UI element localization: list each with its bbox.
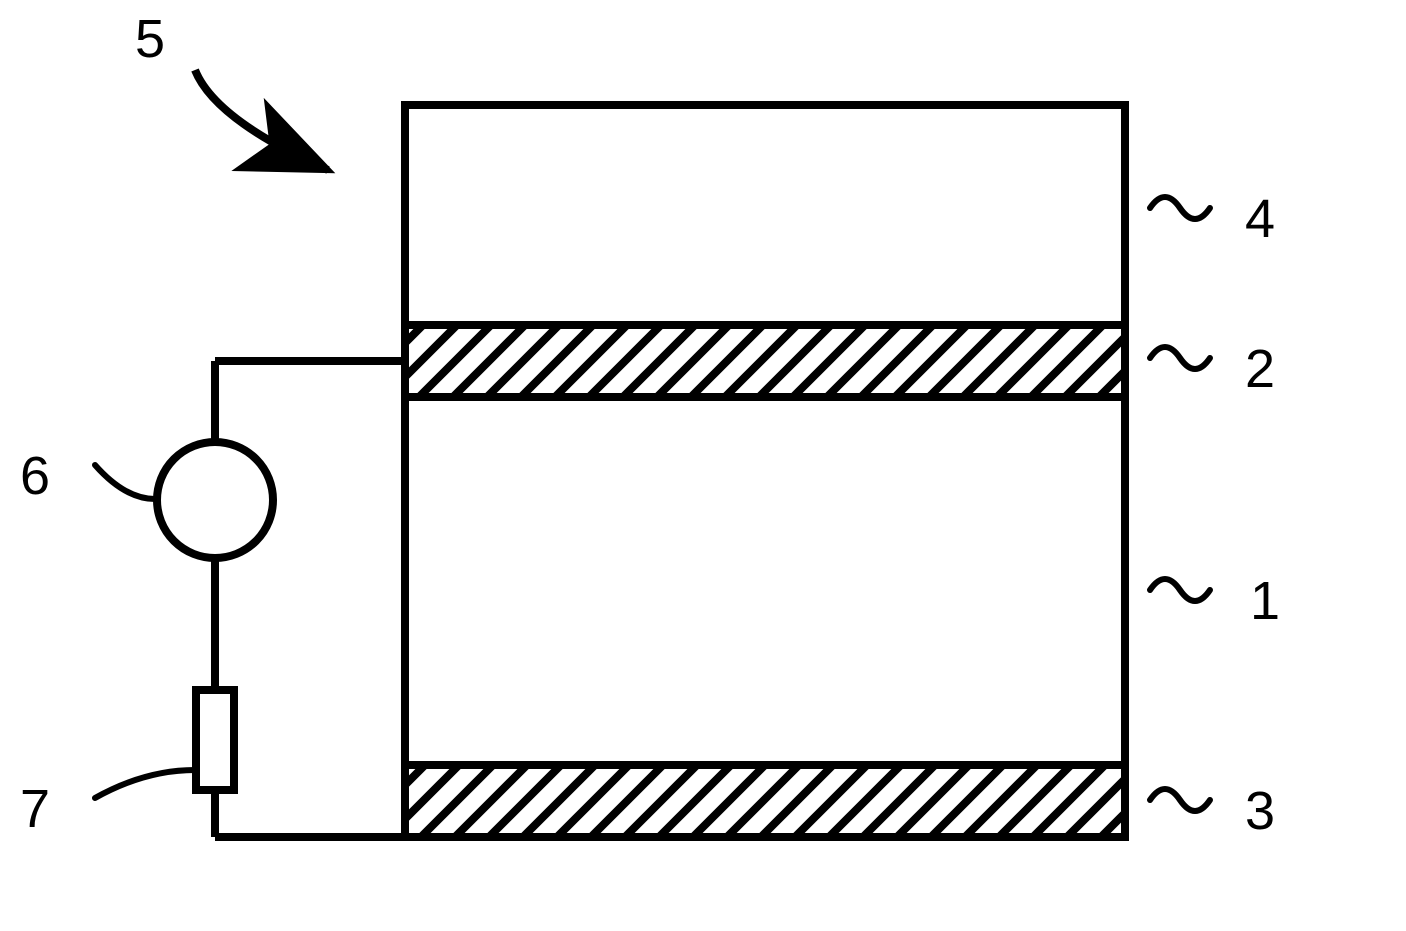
layer-4 — [405, 105, 1125, 325]
ammeter — [157, 442, 273, 558]
callout-tilde-2 — [1150, 347, 1210, 369]
leader-7 — [95, 770, 195, 798]
resistor — [196, 690, 234, 790]
label-7: 7 — [20, 778, 50, 840]
cross-section-diagram — [0, 0, 1406, 931]
layer-1 — [405, 397, 1125, 765]
callout-tilde-3 — [1150, 789, 1210, 811]
leader-6 — [95, 465, 155, 499]
label-4: 4 — [1245, 188, 1275, 250]
arrow-5 — [195, 70, 328, 170]
label-1: 1 — [1250, 570, 1280, 632]
label-3: 3 — [1245, 780, 1275, 842]
label-2: 2 — [1245, 338, 1275, 400]
label-6: 6 — [20, 445, 50, 507]
callout-tilde-1 — [1150, 579, 1210, 601]
callout-tilde-4 — [1150, 197, 1210, 219]
label-5: 5 — [135, 8, 165, 70]
layer-2 — [405, 325, 1125, 397]
layer-3 — [405, 765, 1125, 837]
